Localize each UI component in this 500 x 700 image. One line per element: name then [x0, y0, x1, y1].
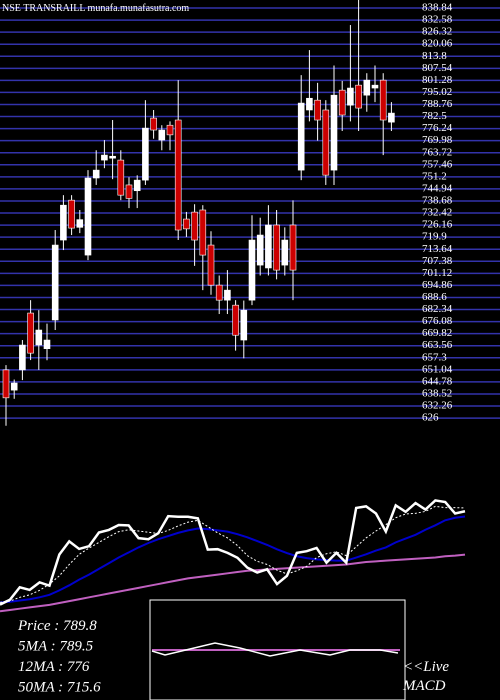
candle-body: [363, 79, 371, 96]
candle-body: [388, 112, 395, 123]
candle-body: [183, 218, 190, 230]
y-tick-label: 707.38: [422, 255, 453, 267]
candle-body: [84, 177, 92, 256]
y-tick-label: 801.28: [422, 74, 453, 86]
candle-body: [281, 239, 289, 266]
legend-label: Price : 789.8: [17, 618, 97, 634]
candle-body: [35, 329, 43, 346]
macd-label: MACD: [402, 678, 446, 694]
y-tick-label: 632.26: [422, 400, 453, 412]
candle-body: [347, 87, 354, 106]
y-tick-label: 719.9: [422, 231, 447, 243]
candle-body: [10, 382, 18, 391]
candle-body: [240, 309, 248, 341]
y-tick-label: 782.5: [422, 110, 447, 122]
y-tick-label: 813.8: [422, 50, 447, 62]
line-series: [0, 515, 466, 604]
y-tick-label: 669.82: [422, 327, 452, 339]
y-tick-label: 626: [422, 412, 439, 424]
candle-body: [109, 155, 116, 159]
chart-title: NSE TRANSRAILL munafa.munafasutra.com: [2, 3, 189, 14]
y-tick-label: 688.6: [422, 291, 447, 303]
y-tick-label: 776.24: [422, 122, 453, 134]
y-tick-label: 763.72: [422, 146, 452, 158]
y-tick-label: 713.64: [422, 243, 453, 255]
candle-body: [330, 94, 338, 171]
candle-body: [355, 84, 362, 109]
candle-body: [224, 289, 231, 301]
candle-body: [101, 154, 108, 161]
y-tick-label: 682.34: [422, 303, 453, 315]
y-tick-label: 820.06: [422, 38, 453, 50]
line-series: [0, 553, 466, 613]
line-series: [0, 505, 466, 603]
candle-body: [166, 124, 174, 136]
candle-body: [199, 209, 207, 256]
y-tick-label: 807.54: [422, 62, 453, 74]
y-tick-label: 638.52: [422, 387, 452, 399]
y-tick-label: 694.86: [422, 279, 453, 291]
y-tick-label: 726.16: [422, 219, 453, 231]
candle-body: [248, 239, 256, 301]
candle-body: [338, 89, 346, 116]
y-tick-label: 832.58: [422, 14, 453, 26]
y-tick-label: 838.84: [422, 2, 453, 14]
y-tick-label: 644.78: [422, 375, 453, 387]
line-series: [0, 499, 466, 606]
y-tick-label: 732.42: [422, 207, 452, 219]
candle-body: [379, 79, 387, 121]
legend-label: 5MA : 789.5: [18, 639, 94, 655]
candle-body: [232, 304, 239, 336]
macd-label: <<Live: [403, 659, 449, 675]
y-tick-label: 657.3: [422, 351, 447, 363]
legend-label: 50MA : 715.6: [18, 680, 101, 696]
candle-body: [306, 97, 313, 111]
y-tick-label: 757.46: [422, 158, 453, 170]
candle-body: [51, 244, 59, 321]
candle-body: [265, 224, 272, 269]
y-tick-label: 769.98: [422, 134, 453, 146]
candle-body: [117, 159, 125, 196]
y-tick-label: 701.12: [422, 267, 452, 279]
legend-label: 12MA : 776: [18, 659, 90, 675]
y-tick-label: 738.68: [422, 195, 453, 207]
candle-body: [289, 224, 297, 271]
candle-body: [215, 284, 223, 301]
y-tick-label: 751.2: [422, 170, 447, 182]
y-tick-label: 676.08: [422, 315, 453, 327]
y-tick-label: 651.04: [422, 363, 453, 375]
candle-body: [125, 184, 133, 199]
candle-body: [76, 219, 84, 228]
candle-body: [150, 117, 157, 131]
candle-body: [371, 84, 379, 89]
candle-body: [43, 339, 51, 350]
candle-body: [207, 244, 215, 286]
candle-body: [142, 127, 149, 181]
y-tick-label: 788.76: [422, 98, 453, 110]
candle-body: [92, 169, 100, 179]
candle-body: [27, 312, 34, 354]
candle-body: [314, 99, 321, 121]
candle-body: [133, 179, 141, 192]
y-tick-label: 744.94: [422, 182, 453, 194]
candle-body: [191, 211, 198, 241]
candle-body: [158, 129, 166, 141]
candle-body: [68, 199, 75, 229]
candle-body: [174, 119, 182, 231]
macd-line: [151, 642, 399, 657]
candle-body: [60, 204, 67, 241]
y-tick-label: 795.02: [422, 86, 452, 98]
candle-body: [273, 224, 280, 271]
candle-body: [297, 102, 305, 171]
y-tick-label: 663.56: [422, 339, 453, 351]
y-tick-label: 826.32: [422, 26, 452, 38]
candle-body: [19, 344, 26, 371]
candle-body: [256, 234, 264, 266]
candle-body: [2, 369, 10, 399]
candle-body: [322, 109, 330, 176]
